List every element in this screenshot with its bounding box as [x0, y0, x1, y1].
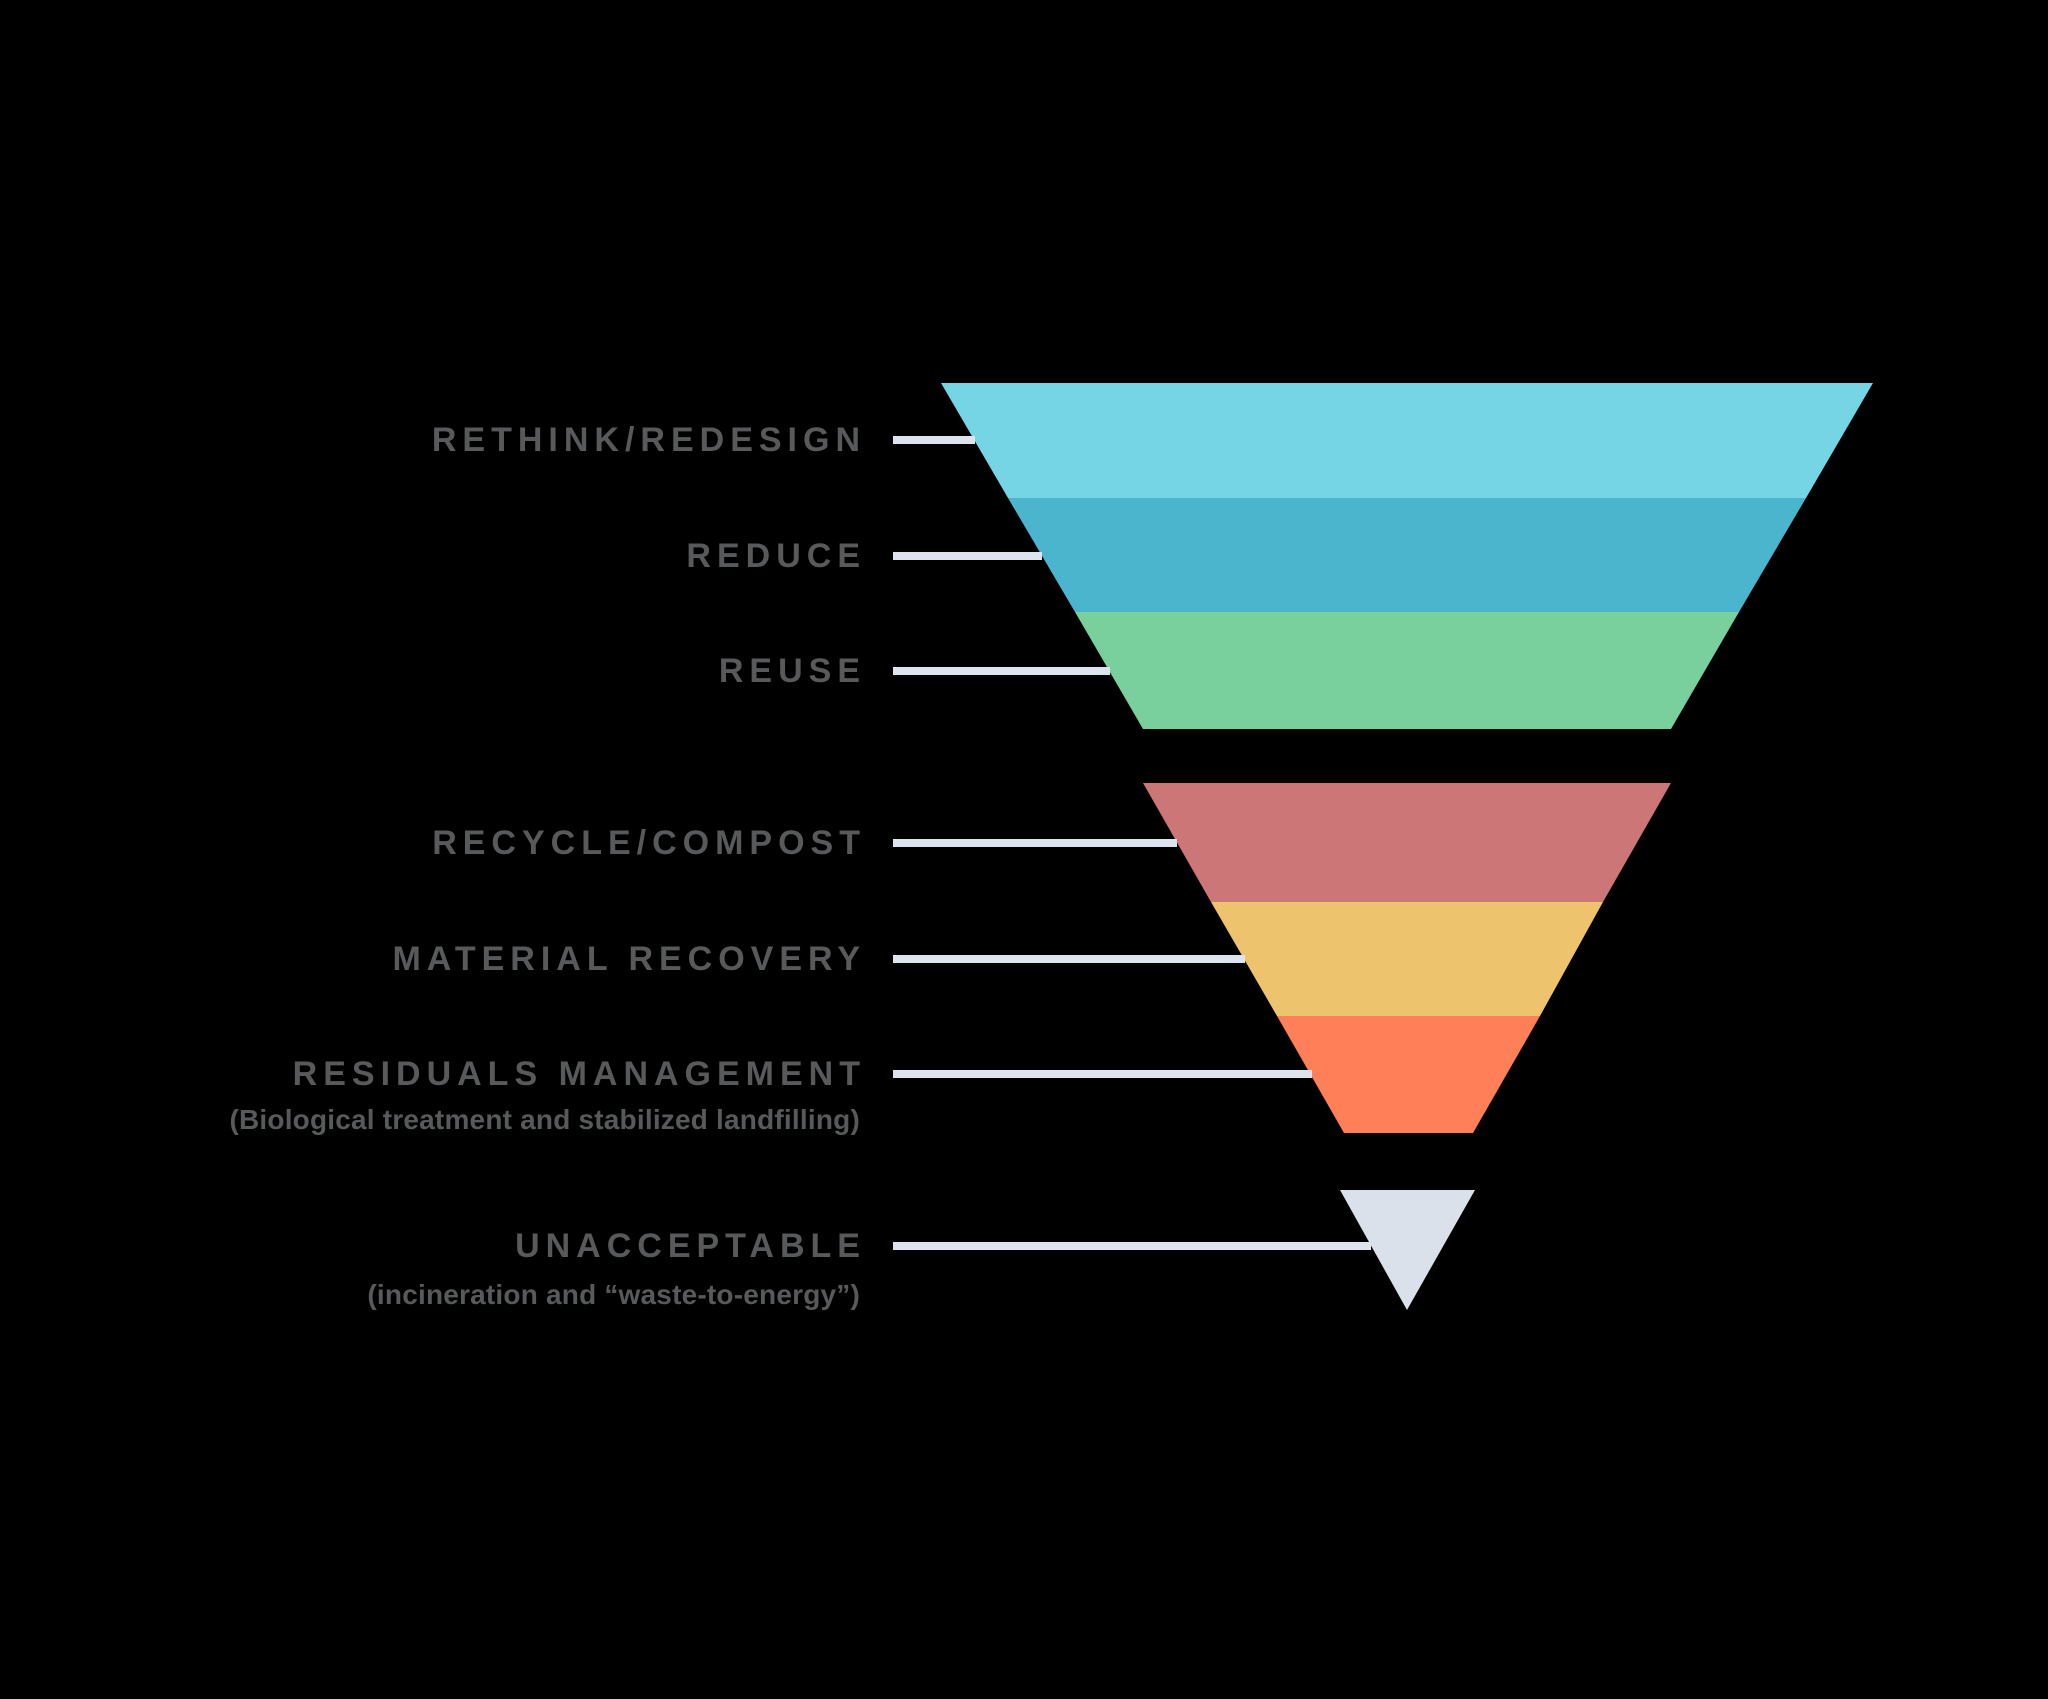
label-residuals-management: RESIDUALS MANAGEMENT [293, 1052, 860, 1096]
connector-line-rethink-redesign [893, 436, 975, 444]
funnel-level-recycle-compost [1143, 783, 1671, 902]
label-material-recovery-text: MATERIAL RECOVERY [392, 940, 866, 978]
connector-line-material-recovery [893, 955, 1245, 963]
connector-line-recycle-compost [893, 839, 1177, 847]
label-residuals-management-text: RESIDUALS MANAGEMENT [292, 1055, 866, 1093]
label-unacceptable-text: UNACCEPTABLE [515, 1227, 866, 1265]
funnel-level-rethink-redesign [941, 383, 1873, 498]
label-reduce-text: REDUCE [686, 537, 866, 575]
label-residuals-management-subtitle-text: (Biological treatment and stabilized lan… [229, 1104, 860, 1135]
label-recycle-compost-text: RECYCLE/COMPOST [432, 824, 866, 862]
connector-line-reduce [893, 552, 1042, 560]
funnel-level-residuals-management [1277, 1016, 1540, 1133]
funnel-level-reuse [1075, 612, 1739, 729]
label-unacceptable: UNACCEPTABLE [515, 1224, 860, 1268]
label-recycle-compost: RECYCLE/COMPOST [432, 821, 860, 865]
label-rethink-redesign-text: RETHINK/REDESIGN [431, 421, 866, 459]
connector-line-reuse [893, 667, 1110, 675]
label-reuse-text: REUSE [718, 652, 866, 690]
label-reduce: REDUCE [686, 534, 860, 578]
connector-line-residuals-management [893, 1070, 1312, 1078]
label-residuals-management-subtitle: (Biological treatment and stabilized lan… [229, 1102, 860, 1138]
label-unacceptable-subtitle-text: (incineration and “waste-to-energy”) [367, 1279, 860, 1310]
funnel-level-material-recovery [1211, 902, 1603, 1016]
connector-line-unacceptable [893, 1242, 1371, 1250]
label-material-recovery: MATERIAL RECOVERY [392, 937, 860, 981]
funnel-level-reduce [1008, 498, 1806, 612]
label-reuse: REUSE [719, 649, 860, 693]
funnel-level-unacceptable [1340, 1190, 1475, 1310]
label-rethink-redesign: RETHINK/REDESIGN [432, 418, 860, 462]
label-unacceptable-subtitle: (incineration and “waste-to-energy”) [367, 1277, 860, 1313]
